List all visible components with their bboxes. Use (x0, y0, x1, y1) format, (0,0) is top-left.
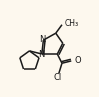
Text: N: N (39, 35, 46, 44)
Text: CH₃: CH₃ (64, 19, 78, 28)
Text: Cl: Cl (54, 73, 62, 82)
Text: O: O (74, 56, 81, 65)
Text: N: N (38, 50, 44, 59)
